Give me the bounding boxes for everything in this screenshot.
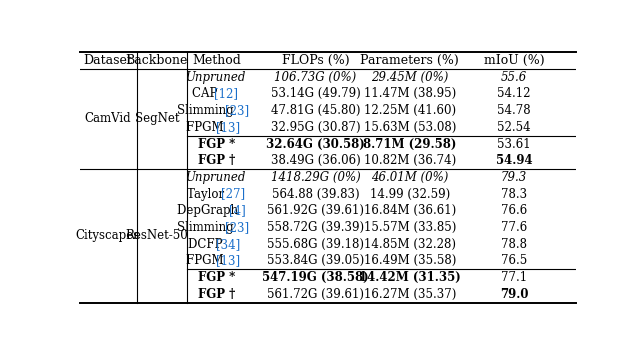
Text: 8.71M (29.58): 8.71M (29.58): [363, 137, 456, 151]
Text: ResNet-50: ResNet-50: [125, 229, 188, 242]
Text: 553.84G (39.05): 553.84G (39.05): [267, 254, 364, 267]
Text: Slimming: Slimming: [177, 221, 237, 234]
Text: CAP: CAP: [193, 88, 221, 100]
Text: 12.25M (41.60): 12.25M (41.60): [364, 104, 456, 117]
Text: 15.63M (53.08): 15.63M (53.08): [364, 121, 456, 134]
Text: 55.6: 55.6: [501, 71, 527, 84]
Text: Cityscapes: Cityscapes: [75, 229, 140, 242]
Text: 555.68G (39.18): 555.68G (39.18): [267, 238, 364, 251]
Text: 14.85M (32.28): 14.85M (32.28): [364, 238, 456, 251]
Text: FGP *: FGP *: [198, 271, 235, 284]
Text: mIoU (%): mIoU (%): [484, 54, 544, 67]
Text: 53.14G (49.79): 53.14G (49.79): [271, 88, 360, 100]
Text: SegNet: SegNet: [134, 112, 179, 126]
Text: FPGM: FPGM: [186, 254, 228, 267]
Text: 46.01M (0%): 46.01M (0%): [371, 171, 449, 184]
Text: 52.54: 52.54: [497, 121, 531, 134]
Text: FLOPs (%): FLOPs (%): [282, 54, 349, 67]
Text: [27]: [27]: [221, 188, 245, 201]
Text: 77.6: 77.6: [501, 221, 527, 234]
Text: DCFP: DCFP: [188, 238, 226, 251]
Text: 29.45M (0%): 29.45M (0%): [371, 71, 449, 84]
Text: [23]: [23]: [225, 221, 250, 234]
Text: Method: Method: [192, 54, 241, 67]
Text: Backbone: Backbone: [125, 54, 188, 67]
Text: FGP *: FGP *: [198, 137, 235, 151]
Text: 77.1: 77.1: [501, 271, 527, 284]
Text: 15.57M (33.85): 15.57M (33.85): [364, 221, 456, 234]
Text: FGP †: FGP †: [198, 288, 235, 301]
Text: 32.95G (30.87): 32.95G (30.87): [271, 121, 360, 134]
Text: [34]: [34]: [216, 238, 240, 251]
Text: 78.3: 78.3: [501, 188, 527, 201]
Text: [12]: [12]: [214, 88, 237, 100]
Text: 79.3: 79.3: [501, 171, 527, 184]
Text: 16.27M (35.37): 16.27M (35.37): [364, 288, 456, 301]
Text: 558.72G (39.39): 558.72G (39.39): [267, 221, 364, 234]
Text: 14.42M (31.35): 14.42M (31.35): [359, 271, 461, 284]
Text: 564.88 (39.83): 564.88 (39.83): [272, 188, 360, 201]
Text: CamVid: CamVid: [84, 112, 131, 126]
Text: Parameters (%): Parameters (%): [360, 54, 460, 67]
Text: FGP †: FGP †: [198, 154, 235, 167]
Text: Dataset: Dataset: [83, 54, 132, 67]
Text: Taylor: Taylor: [187, 188, 227, 201]
Text: DepGraph: DepGraph: [177, 204, 242, 217]
Text: Unpruned: Unpruned: [186, 171, 246, 184]
Text: 54.94: 54.94: [496, 154, 532, 167]
Text: 1418.29G (0%): 1418.29G (0%): [271, 171, 360, 184]
Text: [23]: [23]: [225, 104, 250, 117]
Text: 32.64G (30.58): 32.64G (30.58): [266, 137, 365, 151]
Text: 547.19G (38.58): 547.19G (38.58): [262, 271, 369, 284]
Text: 79.0: 79.0: [500, 288, 528, 301]
Text: Slimming: Slimming: [177, 104, 237, 117]
Text: 54.78: 54.78: [497, 104, 531, 117]
Text: Unpruned: Unpruned: [186, 71, 246, 84]
Text: 10.82M (36.74): 10.82M (36.74): [364, 154, 456, 167]
Text: 16.49M (35.58): 16.49M (35.58): [364, 254, 456, 267]
Text: 53.61: 53.61: [497, 137, 531, 151]
Text: 16.84M (36.61): 16.84M (36.61): [364, 204, 456, 217]
Text: 76.6: 76.6: [501, 204, 527, 217]
Text: FPGM: FPGM: [186, 121, 228, 134]
Text: 78.8: 78.8: [501, 238, 527, 251]
Text: 54.12: 54.12: [497, 88, 531, 100]
Text: [13]: [13]: [216, 254, 240, 267]
Text: 47.81G (45.80): 47.81G (45.80): [271, 104, 360, 117]
Text: [4]: [4]: [229, 204, 246, 217]
Text: [13]: [13]: [216, 121, 240, 134]
Text: 561.72G (39.61): 561.72G (39.61): [267, 288, 364, 301]
Text: 38.49G (36.06): 38.49G (36.06): [271, 154, 360, 167]
Text: 561.92G (39.61): 561.92G (39.61): [267, 204, 364, 217]
Text: 76.5: 76.5: [501, 254, 527, 267]
Text: 14.99 (32.59): 14.99 (32.59): [370, 188, 450, 201]
Text: 11.47M (38.95): 11.47M (38.95): [364, 88, 456, 100]
Text: 106.73G (0%): 106.73G (0%): [275, 71, 356, 84]
